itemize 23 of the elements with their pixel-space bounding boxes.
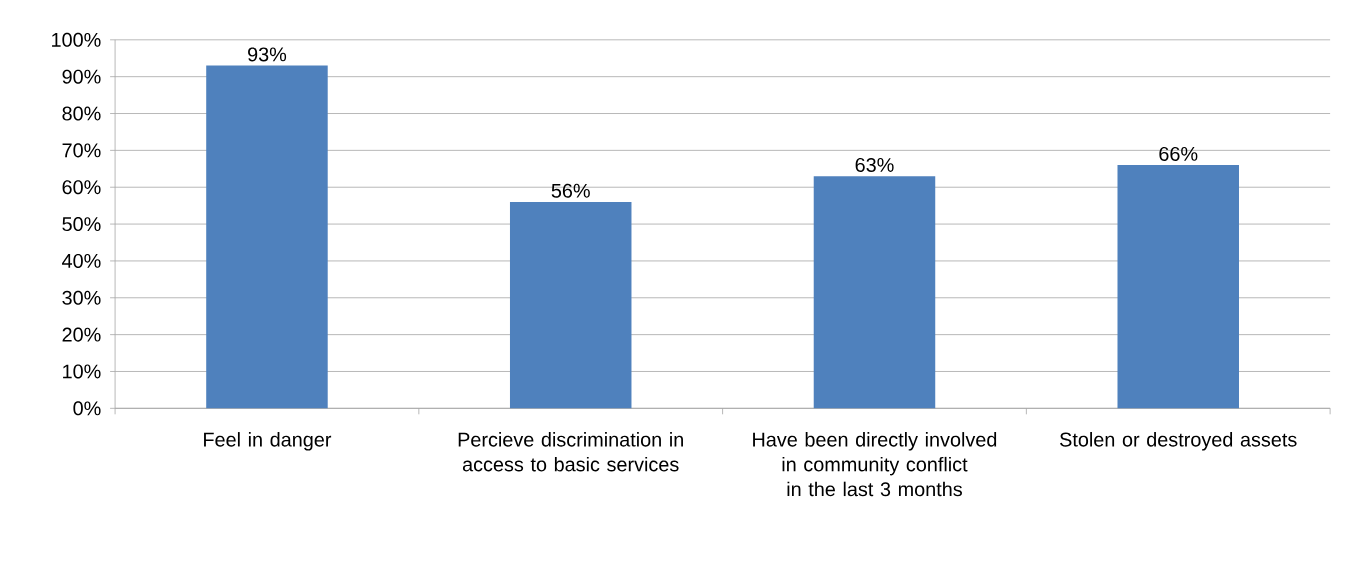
- y-tick-label: 50%: [62, 217, 101, 232]
- data-label: 66%: [1159, 147, 1198, 162]
- x-tick-label: Have been directly involved in community conflict in the last 3 months: [753, 432, 997, 497]
- y-tick-label: 30%: [62, 290, 101, 305]
- data-label: 63%: [855, 158, 894, 173]
- y-tick-label: 40%: [62, 254, 101, 269]
- y-tick-label: 0%: [73, 401, 101, 416]
- bar: [509, 202, 632, 409]
- y-tick-label: 60%: [62, 180, 101, 195]
- data-label: 93%: [248, 47, 287, 62]
- x-tick-label: Percieve discrimination in access to basic services: [458, 432, 683, 472]
- bar: [1117, 165, 1239, 409]
- bar: [813, 176, 936, 409]
- bar: [206, 65, 328, 409]
- data-label: 56%: [551, 183, 590, 198]
- y-tick-label: 100%: [52, 32, 101, 48]
- y-tick-label: 20%: [62, 327, 101, 342]
- x-tick-label: Stolen or destroyed assets: [1060, 432, 1297, 451]
- y-tick-label: 80%: [62, 106, 101, 121]
- x-tick-label: Feel in danger: [204, 432, 332, 451]
- y-tick-label: 10%: [63, 364, 101, 379]
- y-tick-label: 70%: [62, 143, 101, 158]
- y-tick-label: 90%: [62, 69, 101, 84]
